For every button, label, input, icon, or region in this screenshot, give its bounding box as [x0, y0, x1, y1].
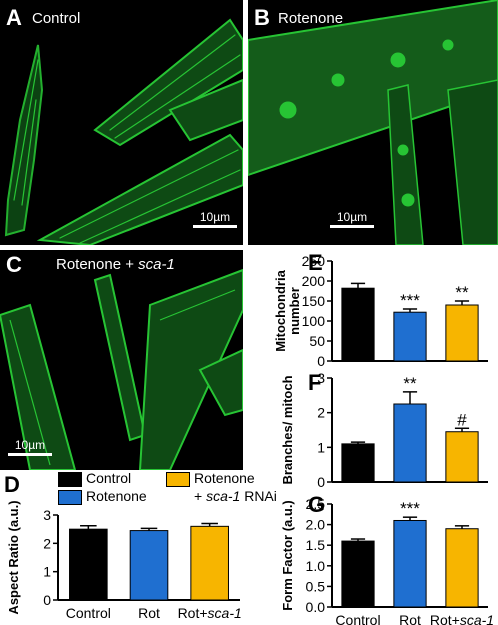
chart-d-x-tick-label: Rot	[138, 605, 160, 621]
chart-f-y-tick-label: 1	[317, 439, 325, 455]
chart-f-bar	[393, 403, 427, 483]
chart-e-bar	[341, 287, 375, 362]
chart-g-y-tick-label: 2.0	[306, 517, 326, 533]
micrograph-rotenone-sca1: C Rotenone + sca-1 10µm	[0, 250, 243, 470]
chart-g-y-label: Form Factor (a.u.)	[280, 500, 295, 611]
chart-g-y-tick-label: 1.5	[306, 537, 326, 553]
legend-sub-italic: sca-1	[206, 488, 241, 504]
chart-e-y-tick-label: 0	[317, 353, 325, 369]
scale-bar-b: 10µm	[330, 210, 374, 228]
chart-g-y-tick-label: 1.0	[306, 558, 326, 574]
chart-e-y-tick-label: 50	[309, 333, 325, 349]
chart-form-factor: G 0.0 0.5 1.0 1.5 2.0 2.5 Form Factor (a.u.) Con…	[280, 492, 494, 625]
chart-e-y-tick-label: 100	[302, 313, 326, 329]
panel-title-rotenone-sca1: Rotenone + sca-1	[56, 256, 175, 273]
legend-swatch-sca1	[166, 471, 190, 487]
legend-item-rotenone: Rotenone	[58, 488, 147, 505]
legend-swatch-control	[58, 471, 82, 487]
chart-g-x-tick-label-italic: sca-1	[460, 612, 494, 625]
micrograph-control: A Control 10µm	[0, 0, 243, 245]
legend-item-sca1: Rotenone	[166, 470, 255, 487]
chart-e-y-label-line: Mitochondria	[273, 269, 288, 351]
chart-e-y-tick-label: 250	[302, 253, 326, 269]
panel-title-c-main: Rotenone +	[56, 256, 139, 273]
chart-f-y-tick-label: 0	[317, 474, 325, 490]
scale-label-c: 10µm	[14, 438, 46, 452]
chart-e-y-tick-label: 200	[302, 273, 326, 289]
micrograph-rotenone-image	[248, 0, 498, 245]
chart-f-significance: **	[403, 374, 417, 393]
chart-f-significance: #	[457, 410, 467, 429]
chart-g-y-tick-label: 2.5	[306, 496, 326, 512]
chart-d-bar	[190, 525, 229, 601]
chart-d-bar	[69, 528, 108, 601]
chart-f-panel-letter: F	[308, 370, 321, 395]
chart-e-bar	[393, 311, 427, 362]
chart-g-y-tick-label: 0.0	[306, 599, 326, 615]
chart-d-x-tick-label: Rot+sca-1	[178, 605, 242, 621]
chart-f-bar	[341, 443, 375, 483]
scale-bar-c: 10µm	[8, 438, 52, 456]
chart-e-panel-letter: E	[308, 250, 323, 275]
panel-letter-a: A	[6, 5, 22, 30]
legend-label-sca1: Rotenone	[194, 470, 255, 486]
legend-label-rotenone: Rotenone	[86, 488, 147, 504]
chart-f-y-tick-label: 3	[317, 370, 325, 386]
legend-item-control: Control	[58, 470, 131, 487]
chart-d-y-tick-label: 3	[43, 507, 51, 523]
legend-sub-prefix: +	[194, 488, 207, 504]
chart-d-panel-letter: D	[4, 472, 20, 497]
micrograph-rotenone-sca1-image	[0, 268, 243, 470]
micrograph-rotenone: B Rotenone 10µm	[248, 0, 498, 245]
chart-g-x-tick-label: Rot+sca-1	[430, 612, 494, 625]
chart-d-y-label: Aspect Ratio (a.u.)	[6, 500, 21, 614]
chart-e-y-label-line: number	[287, 287, 302, 335]
scale-line-c	[8, 453, 52, 456]
scale-bar-a: 10µm	[193, 210, 237, 228]
chart-g-bar	[393, 519, 427, 608]
micrograph-control-image	[4, 18, 243, 245]
panel-title-control: Control	[32, 10, 81, 27]
scale-label-b: 10µm	[336, 210, 368, 224]
chart-d-y-tick-label: 1	[43, 564, 51, 580]
legend-sub-suffix: RNAi	[240, 488, 277, 504]
chart-g-y-tick-label: 0.5	[306, 578, 326, 594]
panel-letter-c: C	[6, 252, 22, 277]
panel-title-rotenone: Rotenone	[278, 10, 344, 27]
panel-title-c-italic: sca-1	[138, 256, 175, 273]
chart-g-x-tick-label-part: Rot+	[430, 612, 460, 625]
chart-g-x-tick-label: Rot	[399, 612, 421, 625]
chart-d-y-tick-label: 2	[43, 535, 51, 551]
chart-e-significance: **	[455, 283, 469, 302]
chart-d-x-tick-label-italic: sca-1	[208, 605, 242, 621]
chart-d-y-tick-label: 0	[43, 592, 51, 608]
chart-f-y-tick-label: 2	[317, 405, 325, 421]
panel-letter-b: B	[254, 5, 270, 30]
scale-label-a: 10µm	[199, 210, 231, 224]
chart-g-bar	[341, 540, 375, 608]
chart-d-x-tick-label: Control	[66, 605, 111, 621]
chart-f-bar	[445, 431, 479, 483]
legend-item-sca1-sub: + sca-1 RNAi	[194, 488, 277, 504]
chart-e-significance: ***	[400, 291, 420, 310]
chart-branches-per-mitoch: F 0 1 2 3 Branches/ mitoch ** #	[280, 370, 488, 490]
chart-g-x-tick-label: Control	[335, 612, 380, 625]
chart-g-panel-letter: G	[308, 492, 325, 517]
chart-f-y-label: Branches/ mitoch	[280, 375, 295, 484]
legend-swatch-rotenone	[58, 489, 82, 505]
chart-e-bar	[445, 304, 479, 362]
chart-g-significance: ***	[400, 499, 420, 518]
chart-d-bar	[129, 530, 169, 601]
chart-d-x-tick-label-part: Rot+	[178, 605, 208, 621]
chart-g-bar	[445, 528, 479, 608]
scale-line-b	[330, 225, 374, 228]
scale-line-a	[193, 225, 237, 228]
legend: Control Rotenone Rotenone + sca-1 RNAi	[58, 470, 277, 518]
legend-label-control: Control	[86, 470, 132, 486]
chart-e-y-tick-label: 150	[302, 293, 326, 309]
